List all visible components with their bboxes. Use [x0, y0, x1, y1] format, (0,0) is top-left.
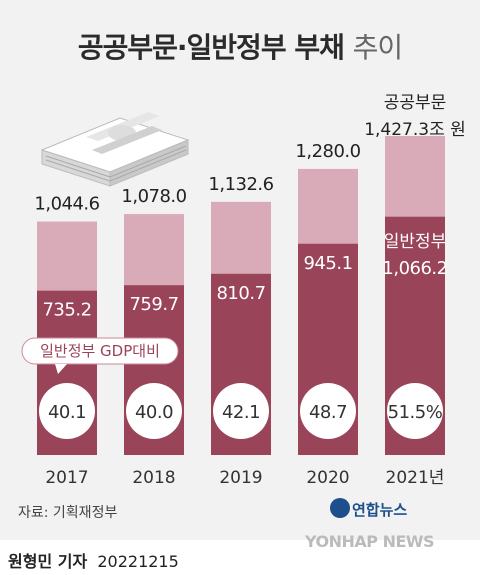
public-sector-value-labels: 1,044.6 1,078.0 1,132.6 1,280.0 — [34, 141, 361, 215]
gdp-ratio-circle — [39, 383, 95, 439]
gdp-ratio-callout: 일반정부 GDP대비 — [21, 337, 179, 374]
bar-chart: 1,044.6 1,078.0 1,132.6 1,280.0 735.2 759.7 8… — [21, 93, 466, 488]
public-sector-value-label: 1,044.6 — [34, 194, 99, 215]
gdp-ratio-circle — [126, 383, 182, 439]
chart-title: 공공부문·일반정부 부채 추이 — [0, 26, 480, 66]
public-sector-value-label: 1,078.0 — [121, 186, 186, 207]
agency-name: 연합뉴스 — [352, 501, 408, 519]
gdp-ratio-label: 40.0 — [135, 402, 173, 423]
gdp-ratio-label: 40.1 — [48, 402, 86, 423]
watermark: YONHAP NEWS — [305, 532, 435, 551]
general-government-value-label: 1,066.2 — [382, 258, 447, 279]
year-tick-label: 2018 — [132, 468, 175, 488]
gdp-ratio-label: 48.7 — [309, 402, 347, 423]
gdp-ratio-circle — [300, 383, 356, 439]
x-axis-tick-labels: 2017 2018 2019 2020 2021년 — [45, 468, 444, 488]
general-government-value-label: 759.7 — [129, 294, 178, 315]
gdp-ratio-label: 51.5% — [388, 402, 443, 423]
publish-date: 20221215 — [97, 552, 179, 571]
general-government-value-label: 810.7 — [216, 283, 265, 304]
public-sector-value-label: 1,132.6 — [208, 174, 273, 195]
credit-line: 원형민 기자 20221215 — [8, 548, 179, 572]
general-government-label: 일반정부 — [384, 232, 447, 252]
money-stack-icon — [40, 112, 190, 187]
general-government-value-label: 735.2 — [42, 300, 91, 321]
public-sector-label: 공공부문 — [384, 93, 447, 113]
year-tick-label: 2017 — [45, 468, 88, 488]
agency-logo-icon — [330, 498, 350, 518]
gdp-ratio-markers: 40.1 40.0 42.1 48.7 51.5% — [39, 383, 443, 439]
year-tick-label: 2019 — [219, 468, 262, 488]
year-tick-label: 2020 — [306, 468, 349, 488]
title-main: 공공부문·일반정부 부채 — [77, 31, 345, 64]
gdp-ratio-circle — [213, 383, 269, 439]
public-sector-last-value: 1,427.3조 원 — [364, 120, 466, 140]
year-tick-label: 2021년 — [386, 468, 445, 488]
source-note: 자료: 기획재정부 — [18, 505, 118, 521]
reporter: 원형민 기자 — [8, 552, 88, 571]
title-suffix: 추이 — [352, 31, 404, 64]
gdp-ratio-label: 42.1 — [222, 402, 260, 423]
gdp-ratio-circle — [387, 383, 443, 439]
general-government-value-label: 945.1 — [303, 253, 352, 274]
general-government-value-labels: 735.2 759.7 810.7 945.1 1,066.2 — [42, 253, 448, 321]
gdp-ratio-callout-text: 일반정부 GDP대비 — [40, 342, 160, 360]
public-sector-value-label: 1,280.0 — [295, 141, 360, 162]
